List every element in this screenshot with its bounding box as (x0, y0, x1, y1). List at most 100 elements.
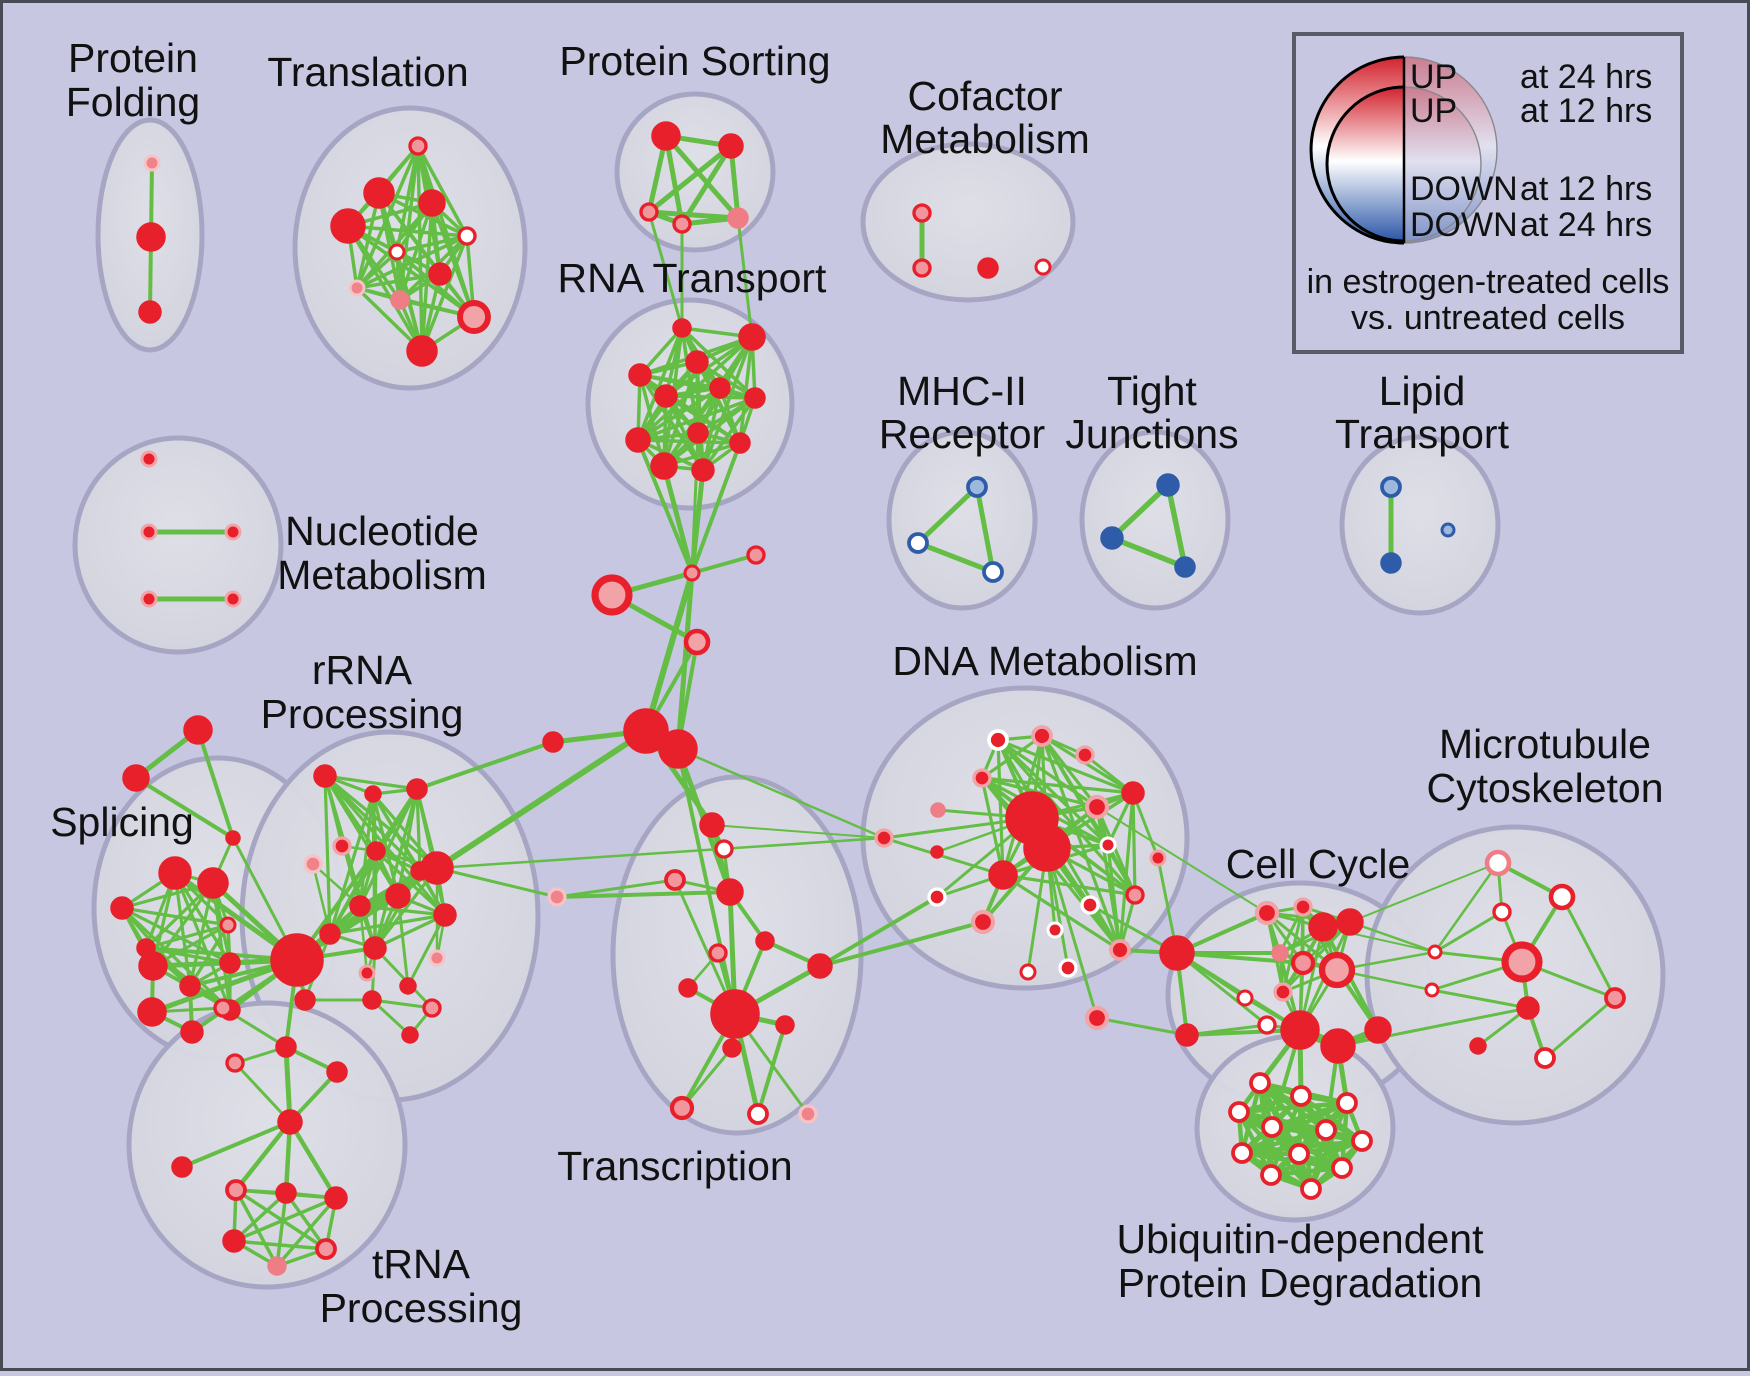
node-dm25[interactable] (1175, 1023, 1199, 1047)
node-mt1[interactable] (1484, 849, 1512, 877)
edge-mh1-mh3[interactable] (974, 484, 996, 575)
node-tc8[interactable] (807, 953, 833, 979)
node-ub4[interactable] (1228, 1101, 1250, 1123)
node-rt7[interactable] (744, 387, 766, 409)
node-cc7[interactable] (1318, 951, 1356, 989)
edge-cx4-rr9[interactable] (434, 728, 649, 871)
node-mt8[interactable] (1604, 987, 1626, 1009)
edge-rt11-cx1[interactable] (661, 463, 695, 576)
node-tn10[interactable] (222, 1229, 246, 1253)
node-rr4[interactable] (332, 836, 352, 856)
edge-cx5-dm6[interactable] (676, 747, 886, 840)
edge-ps3-ps5[interactable] (646, 209, 741, 221)
node-rt11[interactable] (650, 452, 678, 480)
edge-ps2-ps3[interactable] (646, 143, 734, 215)
node-rr20[interactable] (401, 1026, 419, 1044)
edge-dm14-dm22[interactable] (1106, 843, 1122, 952)
node-rr15[interactable] (362, 990, 382, 1010)
edge-rr1-rr13[interactable] (323, 774, 377, 950)
node-rt6[interactable] (709, 377, 731, 399)
edge-rr3-rr11[interactable] (358, 787, 419, 908)
node-ub2[interactable] (1290, 1085, 1312, 1107)
node-mt5[interactable] (1501, 941, 1543, 983)
node-tj3[interactable] (1174, 556, 1196, 578)
edge-tn8-tn12[interactable] (275, 1191, 288, 1268)
node-cc2[interactable] (1293, 897, 1313, 917)
edge-rt9-rt10[interactable] (636, 438, 742, 445)
node-tn5[interactable] (277, 1109, 303, 1135)
edge-mt2-mt8[interactable] (1560, 895, 1617, 1000)
node-ps2[interactable] (718, 133, 744, 159)
node-cx2[interactable] (591, 574, 633, 616)
node-dm18[interactable] (1080, 895, 1100, 915)
node-tc7[interactable] (678, 978, 698, 998)
node-dm22[interactable] (1109, 939, 1131, 961)
node-nm1[interactable] (140, 450, 158, 468)
node-rr19[interactable] (422, 998, 442, 1018)
node-dm14[interactable] (1099, 836, 1117, 854)
edge-mt4-mt1[interactable] (1433, 861, 1500, 954)
node-ub7[interactable] (1351, 1130, 1373, 1152)
edge-tc1-dm6[interactable] (711, 824, 885, 839)
edge-sp5-sp7[interactable] (188, 923, 230, 988)
edge-rt7-rt11[interactable] (662, 396, 757, 468)
edge-cn1-tc3[interactable] (555, 878, 677, 899)
node-tn12[interactable] (267, 1256, 287, 1276)
node-lt3[interactable] (1440, 522, 1456, 538)
edge-rt9-cx1[interactable] (636, 438, 694, 575)
edge-tr5-tr8[interactable] (355, 234, 469, 290)
edge-dm1-dm12[interactable] (996, 738, 1005, 877)
node-cf4[interactable] (1034, 258, 1052, 276)
node-tr2[interactable] (363, 177, 395, 209)
edge-dm1-dm14[interactable] (996, 738, 1110, 847)
node-tn9[interactable] (324, 1186, 348, 1210)
node-cx7[interactable] (542, 731, 564, 753)
node-tc6[interactable] (708, 943, 728, 963)
edge-tn9-tn10[interactable] (232, 1196, 338, 1243)
node-dm16[interactable] (927, 887, 947, 907)
edge-tn5-tn9[interactable] (287, 1119, 339, 1201)
node-sp5[interactable] (219, 916, 237, 934)
edge-cx1-cx6[interactable] (690, 553, 758, 575)
edge-tc10-tc13[interactable] (756, 1023, 787, 1116)
edge-dm4-dm12[interactable] (980, 776, 1005, 877)
edge-rr16-rr8[interactable] (396, 894, 410, 988)
node-tr8[interactable] (348, 279, 366, 297)
node-sp10[interactable] (180, 1020, 204, 1044)
node-tc3[interactable] (664, 869, 686, 891)
edge-rr19-rr15[interactable] (370, 998, 434, 1010)
node-dm21[interactable] (1058, 958, 1078, 978)
node-tc10[interactable] (775, 1015, 795, 1035)
node-ps4[interactable] (672, 214, 692, 234)
edge-tn5-tn6[interactable] (180, 1120, 292, 1169)
edge-tj1-tj2[interactable] (1109, 482, 1171, 541)
node-cc6[interactable] (1290, 950, 1316, 976)
edge-dm6-dm12[interactable] (882, 836, 1005, 877)
node-cc3[interactable] (1308, 912, 1338, 942)
edge-rr19-rr13[interactable] (373, 946, 434, 1010)
edge-ps3-rt1[interactable] (647, 210, 684, 330)
node-rt4[interactable] (628, 363, 652, 387)
node-cf2[interactable] (912, 258, 932, 278)
node-tc11[interactable] (722, 1038, 742, 1058)
edge-tc8-dm16[interactable] (818, 895, 939, 968)
edge-tr4-tr11[interactable] (346, 224, 424, 353)
node-tj2[interactable] (1100, 526, 1124, 550)
node-dm24[interactable] (1159, 935, 1195, 971)
node-tc14[interactable] (798, 1104, 818, 1124)
edge-sp3-sp5[interactable] (120, 906, 230, 927)
node-cc13[interactable] (1364, 1016, 1392, 1044)
node-tr4[interactable] (330, 208, 366, 244)
node-rr5[interactable] (303, 854, 323, 874)
edge-rr1-rr3[interactable] (323, 774, 419, 791)
node-mt4[interactable] (1427, 944, 1443, 960)
node-tn8[interactable] (275, 1182, 297, 1204)
node-cc10[interactable] (1257, 1015, 1277, 1035)
node-rr2[interactable] (364, 785, 382, 803)
node-sp8[interactable] (219, 952, 241, 974)
node-cc12[interactable] (1320, 1028, 1356, 1064)
node-tg1[interactable] (183, 715, 213, 745)
node-tr7[interactable] (428, 262, 452, 286)
node-ub1[interactable] (1249, 1072, 1271, 1094)
node-nm3[interactable] (224, 523, 242, 541)
